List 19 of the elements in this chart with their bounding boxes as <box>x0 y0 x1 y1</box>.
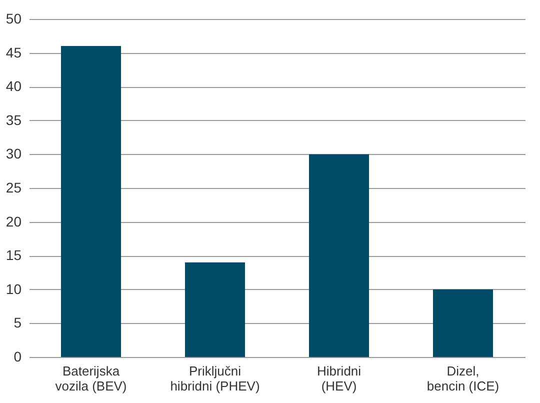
y-tick-label: 25 <box>6 180 22 196</box>
bar <box>433 289 493 357</box>
y-tick-label: 0 <box>14 348 22 364</box>
y-tick-label: 5 <box>14 314 22 331</box>
bar <box>185 262 245 357</box>
y-tick-label: 10 <box>6 280 22 297</box>
x-tick-label: Dizel, bencin (ICE) <box>426 364 500 394</box>
y-tick-label: 15 <box>6 247 22 264</box>
y-tick-label: 20 <box>6 213 22 230</box>
x-tick-label: Hibridni (HEV) <box>316 364 362 394</box>
x-tick-label: Priključni hibridni (PHEV) <box>170 364 260 394</box>
y-tick-label: 50 <box>6 10 22 26</box>
y-tick-label: 40 <box>6 78 22 94</box>
bar <box>61 46 121 357</box>
x-tick-label: Baterijska vozila (BEV) <box>55 364 127 394</box>
y-tick-label: 30 <box>6 146 22 162</box>
y-tick-label: 35 <box>6 112 22 128</box>
bar <box>309 154 369 357</box>
y-tick-label: 45 <box>6 44 22 60</box>
